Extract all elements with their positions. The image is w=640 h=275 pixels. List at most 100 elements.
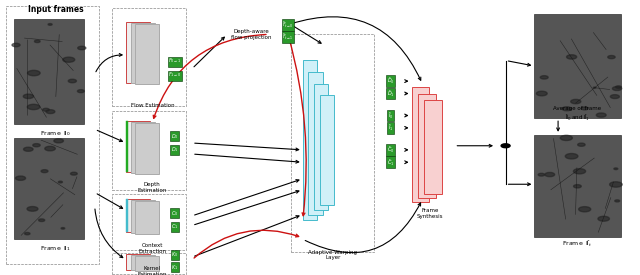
Circle shape bbox=[28, 104, 40, 110]
Text: Context
Extraction: Context Extraction bbox=[138, 243, 166, 254]
Bar bbox=[126, 121, 150, 172]
Text: Frame
Synthesis: Frame Synthesis bbox=[417, 208, 444, 219]
Circle shape bbox=[562, 107, 572, 111]
Bar bbox=[126, 199, 128, 232]
Circle shape bbox=[610, 182, 622, 187]
Text: Frame  $\mathbf{I}_0$: Frame $\mathbf{I}_0$ bbox=[40, 129, 71, 138]
Text: Depth-aware
flow projection: Depth-aware flow projection bbox=[230, 29, 271, 40]
Text: $D_1$: $D_1$ bbox=[171, 145, 179, 154]
Bar bbox=[131, 255, 155, 270]
Circle shape bbox=[24, 147, 33, 151]
Bar bbox=[126, 199, 150, 232]
Circle shape bbox=[77, 46, 86, 50]
Text: $K_0$: $K_0$ bbox=[171, 251, 179, 259]
Bar bbox=[126, 22, 150, 82]
Text: $K_1$: $K_1$ bbox=[171, 263, 179, 272]
Text: Flow Estimation: Flow Estimation bbox=[131, 103, 174, 108]
Circle shape bbox=[41, 170, 48, 173]
Text: $\hat{I}_1$: $\hat{I}_1$ bbox=[388, 123, 393, 133]
Text: Input frames: Input frames bbox=[28, 5, 83, 14]
Bar bbox=[308, 72, 323, 215]
Circle shape bbox=[48, 24, 52, 25]
Circle shape bbox=[573, 169, 586, 174]
Circle shape bbox=[581, 107, 588, 110]
Circle shape bbox=[24, 232, 30, 235]
Circle shape bbox=[573, 185, 581, 188]
Circle shape bbox=[611, 95, 620, 98]
Circle shape bbox=[68, 79, 76, 83]
Circle shape bbox=[12, 43, 20, 47]
Circle shape bbox=[598, 216, 609, 221]
Text: $\hat{I}_0$: $\hat{I}_0$ bbox=[388, 110, 393, 121]
Text: Frame  $\hat{\mathbf{I}}_t$: Frame $\hat{\mathbf{I}}_t$ bbox=[562, 238, 593, 249]
Text: Frame  $\mathbf{I}_1$: Frame $\mathbf{I}_1$ bbox=[40, 244, 71, 253]
Text: $\hat{F}_{t\rightarrow0}$: $\hat{F}_{t\rightarrow0}$ bbox=[282, 20, 294, 30]
Circle shape bbox=[565, 153, 578, 159]
Circle shape bbox=[43, 108, 49, 111]
Bar bbox=[112, 253, 186, 274]
Bar bbox=[135, 24, 159, 84]
Circle shape bbox=[46, 110, 55, 114]
Bar bbox=[314, 84, 328, 210]
Bar bbox=[131, 122, 155, 173]
Bar bbox=[291, 34, 374, 252]
Circle shape bbox=[593, 87, 596, 88]
Bar bbox=[131, 23, 155, 83]
Text: Kernel
Estimation: Kernel Estimation bbox=[138, 266, 167, 275]
Circle shape bbox=[538, 173, 545, 176]
Bar bbox=[135, 123, 159, 174]
Bar bbox=[126, 121, 128, 172]
Circle shape bbox=[616, 86, 621, 88]
Bar bbox=[418, 94, 436, 198]
Bar bbox=[412, 87, 429, 202]
Text: $C_1$: $C_1$ bbox=[171, 222, 179, 231]
Bar bbox=[112, 111, 186, 190]
Text: Depth
Estimation: Depth Estimation bbox=[138, 182, 167, 193]
Circle shape bbox=[35, 40, 40, 43]
Circle shape bbox=[612, 87, 621, 90]
Circle shape bbox=[54, 139, 63, 143]
Circle shape bbox=[58, 181, 63, 183]
Text: $\hat{C}_0$: $\hat{C}_0$ bbox=[387, 145, 394, 155]
Circle shape bbox=[615, 200, 620, 202]
Circle shape bbox=[501, 144, 510, 148]
Circle shape bbox=[33, 144, 40, 147]
Circle shape bbox=[614, 168, 618, 170]
Circle shape bbox=[560, 135, 572, 141]
Circle shape bbox=[579, 207, 591, 212]
Circle shape bbox=[63, 57, 75, 62]
Text: $\hat{C}_1$: $\hat{C}_1$ bbox=[387, 157, 394, 167]
Bar bbox=[131, 200, 155, 233]
Bar bbox=[6, 6, 99, 264]
Text: Adaptive Warping
Layer: Adaptive Warping Layer bbox=[308, 249, 357, 260]
Text: $\hat{F}_{t\rightarrow1}$: $\hat{F}_{t\rightarrow1}$ bbox=[282, 32, 294, 42]
Bar bbox=[112, 8, 186, 106]
Circle shape bbox=[27, 207, 38, 211]
Text: $F_{1\rightarrow0}$: $F_{1\rightarrow0}$ bbox=[168, 71, 181, 80]
Bar bbox=[14, 138, 84, 239]
Bar bbox=[112, 194, 186, 250]
Circle shape bbox=[540, 76, 548, 79]
Bar bbox=[534, 14, 621, 118]
Circle shape bbox=[578, 143, 585, 146]
Bar bbox=[534, 135, 621, 236]
Text: $F_{0\rightarrow1}$: $F_{0\rightarrow1}$ bbox=[168, 57, 181, 66]
Circle shape bbox=[61, 227, 65, 229]
Circle shape bbox=[15, 176, 26, 180]
Bar bbox=[14, 19, 84, 124]
Bar bbox=[320, 95, 334, 205]
Circle shape bbox=[608, 56, 615, 59]
Text: $\hat{D}_0$: $\hat{D}_0$ bbox=[387, 76, 394, 86]
Text: $C_0$: $C_0$ bbox=[171, 209, 179, 218]
Circle shape bbox=[38, 219, 45, 221]
Circle shape bbox=[70, 172, 77, 175]
Circle shape bbox=[77, 90, 84, 93]
Bar bbox=[424, 100, 442, 194]
Bar bbox=[135, 201, 159, 234]
Bar bbox=[126, 254, 150, 270]
Circle shape bbox=[23, 94, 33, 98]
Circle shape bbox=[545, 172, 555, 177]
Bar bbox=[135, 256, 159, 271]
Text: $\hat{D}_1$: $\hat{D}_1$ bbox=[387, 88, 394, 99]
Circle shape bbox=[45, 146, 55, 151]
